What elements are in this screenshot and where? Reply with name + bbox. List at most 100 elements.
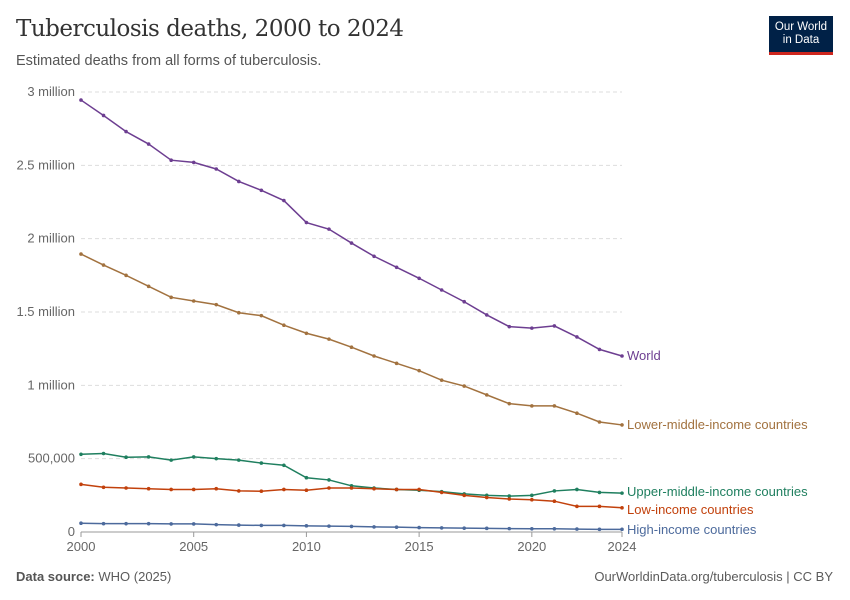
data-point: [439, 490, 444, 495]
data-point: [575, 527, 579, 531]
data-point: [507, 494, 512, 498]
data-point: [191, 455, 196, 459]
data-point: [620, 506, 624, 510]
data-point: [484, 526, 489, 531]
data-point: [304, 524, 309, 528]
data-point: [462, 493, 467, 498]
data-point: [259, 188, 264, 193]
x-tick-label: 2024: [608, 539, 637, 554]
owid-logo[interactable]: Our World in Data: [769, 16, 833, 55]
x-tick-label: 2015: [405, 539, 434, 554]
data-point: [259, 461, 264, 465]
chart-subtitle: Estimated deaths from all forms of tuber…: [16, 53, 322, 69]
data-point: [327, 486, 331, 490]
y-tick-label: 1.5 million: [16, 304, 75, 319]
data-point: [552, 324, 557, 328]
series-label: Lower-middle-income countries: [627, 417, 808, 432]
data-point: [236, 523, 241, 527]
data-point: [236, 489, 241, 493]
data-point: [146, 486, 151, 491]
data-point: [236, 458, 241, 462]
series-line: [80, 99, 623, 357]
data-point: [282, 323, 286, 328]
data-point: [417, 276, 421, 281]
data-point: [214, 522, 219, 527]
data-point: [101, 451, 106, 456]
data-point: [349, 524, 354, 529]
data-point: [394, 265, 399, 270]
data-point: [372, 354, 376, 358]
data-point: [507, 401, 512, 406]
data-point: [214, 486, 219, 491]
data-point: [597, 420, 602, 424]
data-point: [439, 526, 444, 530]
data-point: [507, 526, 512, 531]
data-point: [169, 522, 173, 526]
data-point: [79, 482, 83, 487]
data-point: [191, 522, 196, 526]
data-point: [79, 452, 83, 457]
data-point: [259, 313, 264, 318]
data-point: [214, 302, 219, 307]
data-point: [282, 198, 286, 203]
y-tick-label: 2.5 million: [16, 157, 75, 172]
logo-line-2: in Data: [782, 34, 820, 46]
data-point: [462, 384, 467, 388]
data-point: [327, 227, 331, 231]
series-label: High-income countries: [627, 522, 757, 537]
data-point: [169, 158, 173, 162]
data-point: [394, 361, 399, 366]
series-line: [80, 253, 623, 426]
data-point: [394, 525, 399, 529]
source-label: Data source:: [16, 569, 95, 584]
data-point: [236, 310, 241, 315]
data-point: [349, 345, 354, 350]
data-point: [530, 326, 534, 330]
data-point: [372, 254, 376, 259]
data-point: [304, 488, 309, 493]
data-point: [282, 463, 286, 468]
source-value[interactable]: WHO (2025): [98, 569, 172, 584]
data-point: [146, 521, 151, 526]
data-point: [101, 485, 106, 490]
footer-url[interactable]: OurWorldinData.org/tuberculosis | CC BY: [594, 569, 833, 584]
data-point: [124, 486, 128, 490]
series-label: Low-income countries: [627, 502, 754, 517]
data-point: [124, 521, 128, 526]
data-source: Data source: WHO (2025): [16, 569, 171, 584]
x-tick-label: 2005: [179, 539, 208, 554]
data-point: [417, 487, 421, 492]
y-tick-label: 1 million: [27, 377, 75, 392]
data-point: [530, 493, 534, 498]
data-point: [282, 487, 286, 492]
x-tick-label: 2000: [67, 539, 96, 554]
data-point: [79, 98, 83, 102]
data-point: [597, 527, 602, 532]
series-label: Upper-middle-income countries: [627, 484, 808, 499]
data-point: [530, 404, 534, 408]
data-point: [575, 504, 579, 509]
data-point: [259, 523, 264, 528]
data-point: [214, 167, 219, 171]
data-point: [327, 337, 331, 341]
y-tick-label: 3 million: [27, 84, 75, 99]
x-tick-label: 2010: [292, 539, 321, 554]
data-point: [146, 284, 151, 289]
data-point: [191, 487, 196, 492]
data-point: [169, 295, 173, 300]
y-tick-label: 2 million: [27, 231, 75, 246]
data-point: [620, 354, 624, 358]
data-point: [575, 487, 579, 492]
data-point: [575, 411, 579, 416]
data-point: [79, 521, 83, 525]
data-point: [191, 299, 196, 303]
data-point: [552, 489, 557, 493]
data-point: [124, 273, 128, 278]
data-point: [620, 423, 624, 427]
logo-line-1: Our World: [774, 21, 828, 33]
data-point: [349, 241, 354, 245]
data-point: [394, 487, 399, 492]
data-point: [484, 313, 489, 317]
data-point: [462, 299, 467, 304]
